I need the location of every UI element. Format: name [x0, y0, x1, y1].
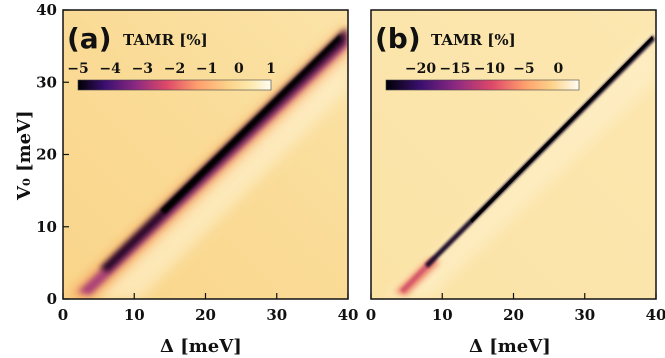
panel-a: TAMR [%] −5 −4 −3 −2 −1 0 1 (a) 0 10 20 30 40 0 10 2…	[14, 1, 358, 357]
x-tick-label-a: 30	[266, 306, 287, 324]
colorbar-b-title: TAMR [%]	[431, 31, 516, 49]
x-tick-label-a: 40	[338, 306, 359, 324]
colorbar-tick-label-a: 0	[234, 61, 244, 77]
y-axis-label-a: V₀ [meV]	[14, 110, 35, 201]
x-axis-label-b: Δ [meV]	[469, 336, 551, 357]
colorbar-b-ticks: −20 −15 −10 −5 0	[405, 61, 564, 77]
x-ticks-b: 0 10 20 30 40	[366, 293, 665, 324]
colorbar-tick-label-b: 0	[553, 61, 563, 77]
x-tick-label-a: 0	[58, 306, 68, 324]
colorbar-a	[77, 79, 272, 91]
colorbar-tick-label-a: −5	[67, 61, 88, 77]
y-tick-label-a: 10	[36, 218, 57, 236]
x-tick-label-b: 40	[646, 306, 665, 324]
y-tick-label-a: 30	[36, 73, 57, 91]
heatmap-a-background	[63, 10, 348, 299]
colorbar-tick-label-b: −5	[513, 61, 534, 77]
colorbar-a-ticks: −5 −4 −3 −2 −1 0 1	[67, 61, 276, 77]
colorbar-tick-label-b: −20	[405, 61, 436, 77]
y-tick-label-a: 0	[47, 290, 57, 308]
panel-label-b: (b)	[375, 22, 421, 55]
x-axis-label-a: Δ [meV]	[160, 336, 242, 357]
colorbar-tick-label-b: −15	[439, 61, 470, 77]
panel-label-a: (a)	[67, 22, 112, 55]
y-tick-label-a: 20	[36, 146, 57, 164]
y-ticks-a: 0 10 20 30 40	[36, 1, 69, 308]
colorbar-tick-label-a: 1	[266, 61, 276, 77]
heatmap-a-band	[68, 24, 348, 299]
colorbar-b	[385, 79, 580, 91]
x-tick-label-a: 10	[124, 306, 145, 324]
heatmap-b-band	[385, 30, 656, 299]
x-tick-label-b: 0	[366, 306, 376, 324]
x-tick-label-b: 20	[503, 306, 524, 324]
y-tick-label-a: 40	[36, 1, 57, 19]
x-ticks-a: 0 10 20 30 40	[58, 293, 359, 324]
x-tick-label-b: 30	[574, 306, 595, 324]
colorbar-tick-label-a: −4	[99, 61, 121, 77]
heatmap-b-background	[371, 10, 656, 299]
colorbar-tick-label-a: −2	[164, 61, 185, 77]
colorbar-tick-label-a: −1	[196, 61, 217, 77]
x-tick-label-a: 20	[195, 306, 216, 324]
colorbar-tick-label-a: −3	[132, 61, 153, 77]
colorbar-a-title: TAMR [%]	[123, 31, 208, 49]
x-tick-label-b: 10	[432, 306, 453, 324]
colorbar-tick-label-b: −10	[474, 61, 505, 77]
panel-b: TAMR [%] −20 −15 −10 −5 0 (b) 0 10 20 30 40 Δ [m…	[366, 9, 665, 357]
